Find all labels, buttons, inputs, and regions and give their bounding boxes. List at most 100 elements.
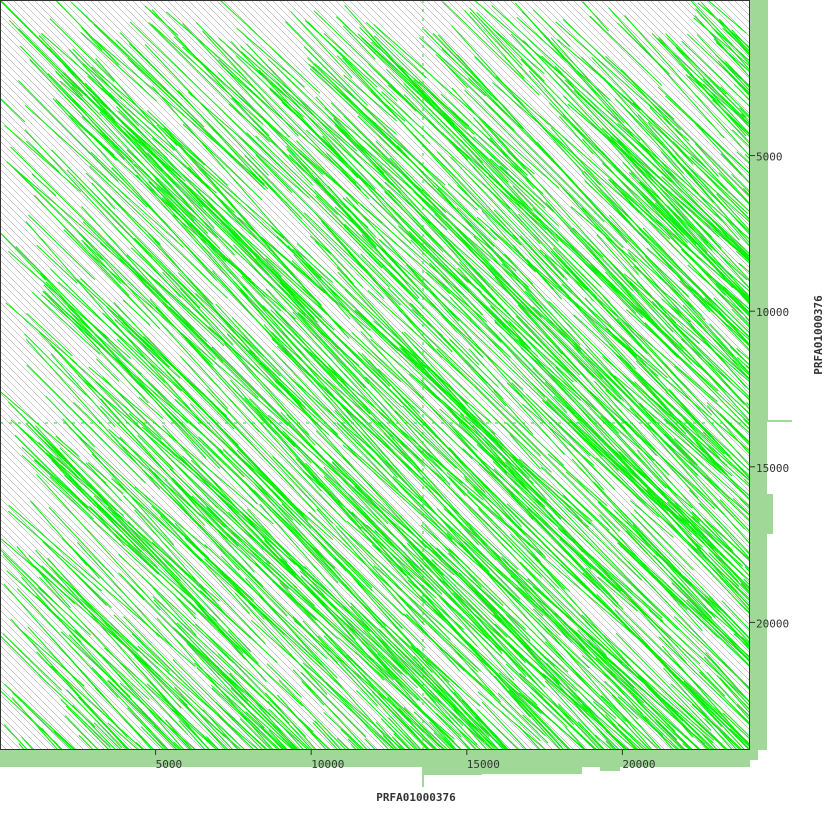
match-segment — [246, 508, 398, 680]
match-segment — [156, 186, 226, 262]
match-segment — [64, 474, 159, 568]
match-segment — [501, 263, 530, 288]
match-segment — [593, 481, 751, 647]
match-segment — [494, 277, 563, 355]
match-segment — [629, 281, 751, 398]
match-segment — [481, 566, 558, 643]
match-segment — [404, 331, 552, 473]
match-segment — [473, 235, 603, 380]
match-segment — [277, 694, 327, 751]
match-segment — [323, 32, 398, 102]
match-segment — [426, 658, 481, 707]
match-segment — [509, 433, 541, 470]
match-segment — [165, 11, 257, 91]
match-segment — [260, 304, 371, 415]
match-segment — [5, 302, 78, 365]
match-segment — [691, 511, 751, 571]
match-segment — [465, 359, 488, 384]
match-segment — [488, 174, 683, 352]
match-segment — [77, 696, 129, 751]
background-match-line — [649, 0, 751, 101]
match-segment — [230, 687, 296, 751]
background-match-line — [635, 0, 751, 115]
main-diagonal — [0, 0, 751, 751]
match-segment — [300, 575, 418, 689]
match-segment — [255, 135, 338, 216]
match-segment — [622, 720, 650, 750]
match-segment — [693, 17, 751, 67]
match-segment — [87, 75, 235, 214]
match-segment — [620, 69, 719, 177]
match-segment — [716, 674, 751, 714]
match-segment — [38, 35, 83, 82]
match-segment — [42, 541, 112, 609]
match-segment — [456, 184, 522, 246]
match-segment — [268, 414, 455, 576]
match-segment — [633, 509, 694, 571]
match-segment — [262, 305, 433, 483]
match-segment — [56, 0, 120, 66]
match-segment — [724, 60, 751, 89]
match-segment — [632, 524, 750, 647]
match-segment — [594, 380, 699, 499]
match-segment — [727, 114, 751, 138]
y-coverage-peak — [767, 494, 773, 534]
match-segment — [226, 533, 394, 681]
match-segment — [36, 474, 161, 611]
match-segment — [55, 99, 117, 161]
match-segment — [69, 427, 210, 559]
match-segment — [360, 526, 502, 652]
match-segment — [258, 69, 402, 204]
match-segment — [458, 261, 511, 316]
background-match-line — [0, 693, 57, 751]
match-segment — [408, 658, 494, 751]
match-segment — [474, 56, 602, 186]
match-segment — [547, 453, 608, 507]
match-segment — [660, 338, 751, 425]
match-segment — [24, 333, 87, 396]
match-segment — [271, 227, 334, 283]
match-segment — [173, 741, 183, 751]
match-segment — [49, 18, 115, 82]
match-segment — [300, 671, 367, 738]
match-segment — [268, 729, 289, 751]
match-segment — [571, 458, 716, 618]
match-segment — [218, 37, 288, 98]
match-segment — [233, 280, 410, 469]
background-match-line — [614, 0, 751, 136]
match-segment — [368, 359, 547, 558]
match-segment — [102, 312, 239, 446]
match-segment — [247, 419, 347, 523]
match-segment — [399, 636, 433, 674]
match-segment — [60, 699, 111, 748]
match-segment — [493, 468, 592, 570]
match-segment — [681, 40, 751, 108]
match-segment — [175, 418, 336, 569]
match-segment — [175, 184, 318, 323]
match-segment — [81, 239, 103, 261]
match-segment — [211, 687, 279, 751]
match-segment — [18, 743, 25, 751]
match-segment — [689, 73, 751, 126]
match-segment — [340, 728, 363, 751]
match-segment — [448, 476, 560, 589]
match-segment — [602, 162, 689, 244]
match-segment — [35, 460, 218, 622]
match-segment — [449, 296, 546, 398]
match-segment — [365, 529, 563, 748]
match-segment — [632, 102, 709, 171]
match-segment — [448, 548, 629, 727]
match-segment — [24, 129, 181, 298]
match-segment — [169, 306, 337, 473]
match-segment — [581, 207, 751, 392]
match-segment — [459, 423, 508, 474]
match-segment — [530, 382, 669, 512]
match-segment — [4, 124, 82, 193]
match-segment — [464, 89, 624, 249]
match-segment — [269, 87, 304, 118]
match-segment — [446, 532, 590, 669]
background-match-line — [334, 0, 751, 416]
match-segment — [544, 641, 627, 722]
match-segment — [434, 213, 624, 406]
match-segment — [371, 544, 407, 577]
